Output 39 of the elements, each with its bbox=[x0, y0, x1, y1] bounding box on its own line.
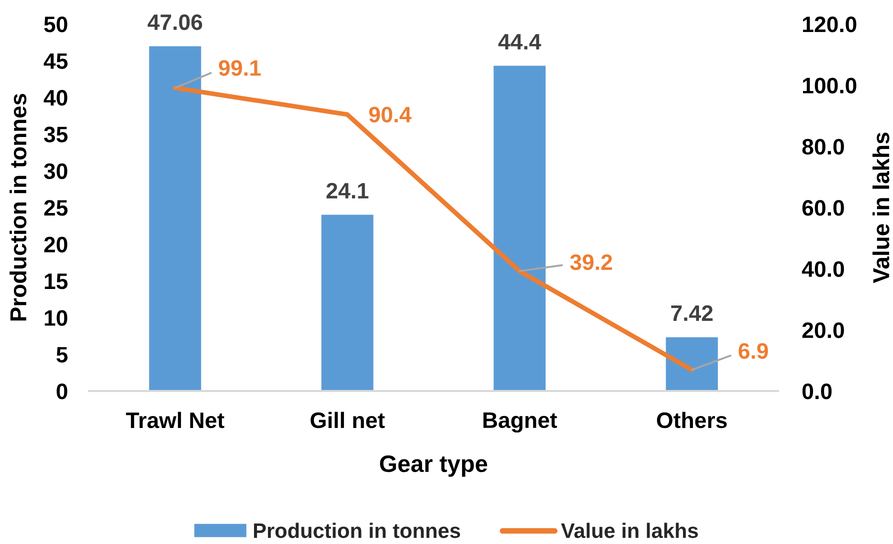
bar bbox=[664, 336, 720, 391]
y2-tick-label: 0.0 bbox=[802, 384, 832, 400]
legend-label: Value in lakhs bbox=[561, 522, 698, 538]
data-label: 6.9 bbox=[738, 343, 768, 359]
y-tick-label: 20 bbox=[44, 236, 68, 252]
y-tick-label: 15 bbox=[44, 274, 68, 290]
legend-label: Production in tonnes bbox=[254, 522, 460, 538]
y-tick-label: 25 bbox=[44, 200, 68, 216]
y2-tick-label: 20.0 bbox=[802, 322, 844, 338]
data-label: 7.42 bbox=[671, 305, 713, 321]
y2-tick-label: 40.0 bbox=[802, 261, 844, 277]
data-label: 90.4 bbox=[369, 106, 412, 122]
data-label: 24.1 bbox=[326, 182, 368, 198]
y2-tick-label: 60.0 bbox=[802, 200, 844, 216]
x-axis-title: Gear type bbox=[380, 455, 488, 477]
data-label: 99.1 bbox=[218, 60, 261, 76]
data-label: 39.2 bbox=[570, 254, 612, 270]
x-tick-label: Others bbox=[656, 412, 727, 428]
data-label: 47.06 bbox=[148, 14, 202, 30]
y-axis-title: Production in tonnes bbox=[10, 94, 26, 321]
y2-tick-label: 120.0 bbox=[803, 16, 856, 32]
data-label: 44.4 bbox=[498, 34, 542, 50]
x-tick-label: Trawl Net bbox=[126, 412, 224, 428]
x-tick-label: Gill net bbox=[310, 412, 385, 428]
bar bbox=[148, 44, 203, 391]
y-tick-label: 10 bbox=[44, 310, 68, 326]
y-tick-label: 50 bbox=[44, 16, 68, 32]
y-tick-label: 45 bbox=[44, 53, 68, 69]
y-tick-label: 30 bbox=[44, 163, 68, 180]
y2-axis-title: Value in lakhs bbox=[872, 132, 890, 284]
bar bbox=[492, 64, 548, 391]
x-tick-label: Bagnet bbox=[483, 412, 558, 433]
y-tick-label: 0 bbox=[56, 384, 68, 400]
y-tick-label: 35 bbox=[44, 126, 68, 142]
y-tick-label: 5 bbox=[56, 347, 68, 363]
bar bbox=[320, 213, 375, 391]
y-tick-label: 40 bbox=[44, 90, 68, 106]
y2-tick-label: 80.0 bbox=[802, 138, 844, 155]
y2-tick-label: 100.0 bbox=[803, 78, 856, 94]
